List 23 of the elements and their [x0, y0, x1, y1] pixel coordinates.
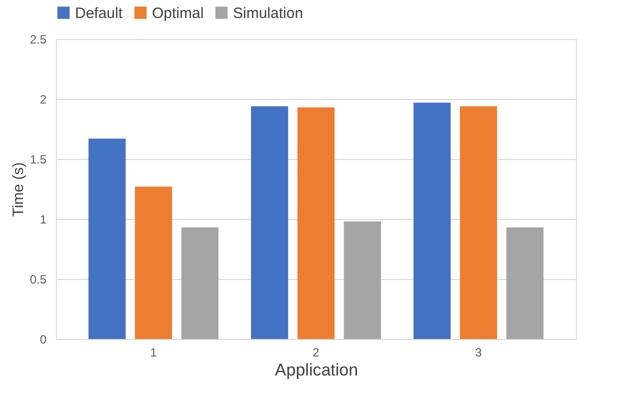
legend-label: Optimal	[152, 4, 204, 22]
legend-label: Default	[75, 4, 124, 22]
bar	[344, 221, 381, 339]
y-axis-title: Time (s)	[10, 162, 27, 217]
bar	[181, 227, 218, 339]
bar	[460, 106, 498, 339]
bar	[506, 227, 544, 339]
legend-label: Simulation	[233, 4, 304, 22]
x-axis-title: Application	[274, 360, 358, 380]
y-tick-label: 0	[40, 332, 47, 346]
y-tick-label: 2	[40, 92, 47, 106]
x-tick-label: 1	[150, 346, 158, 360]
bar	[88, 138, 126, 339]
y-tick-label: 2.5	[30, 32, 47, 46]
bar	[297, 107, 335, 339]
bar	[251, 106, 288, 339]
bar	[134, 186, 172, 339]
x-tick-label: 2	[312, 346, 320, 360]
bar	[414, 102, 451, 339]
y-tick-label: 0.5	[30, 272, 47, 286]
y-tick-label: 1.5	[30, 152, 47, 166]
x-tick-label: 3	[475, 346, 482, 360]
y-tick-label: 1	[40, 212, 47, 226]
